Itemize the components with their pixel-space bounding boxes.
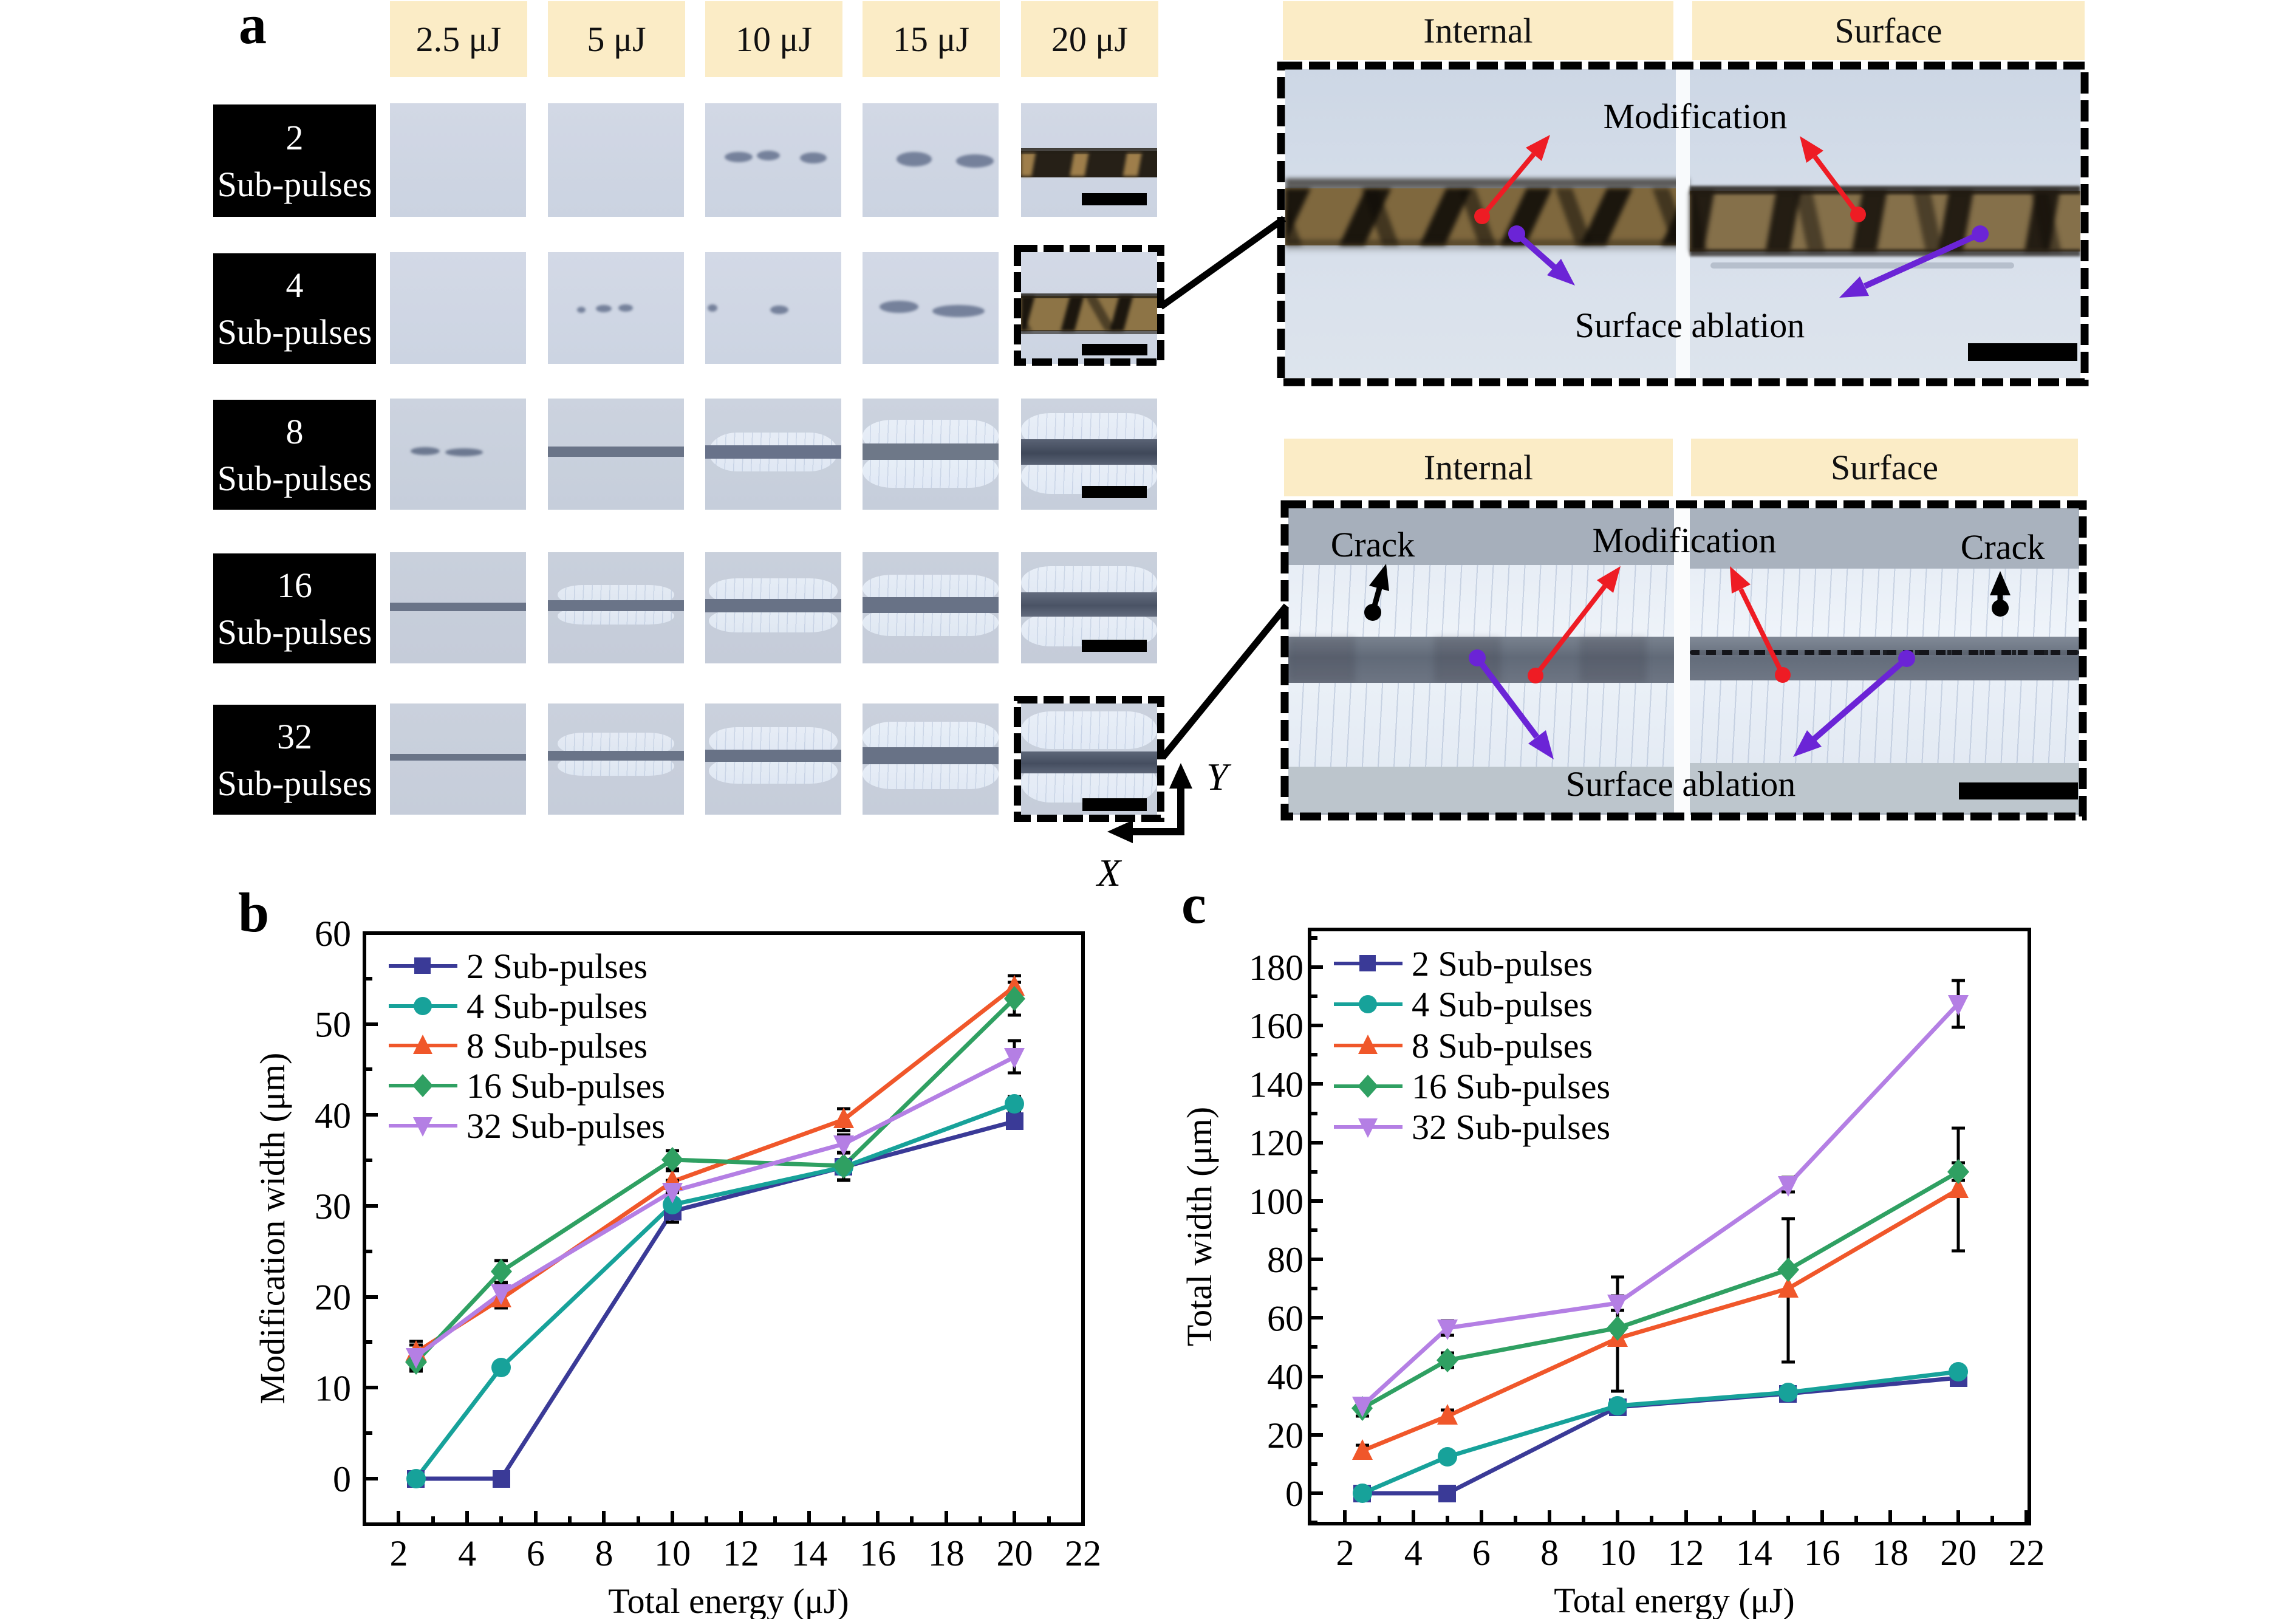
svg-text:40: 40: [315, 1095, 351, 1135]
svg-text:10: 10: [315, 1368, 351, 1408]
svg-text:X: X: [1095, 851, 1122, 894]
svg-text:Crack: Crack: [1331, 525, 1415, 564]
svg-text:14: 14: [1736, 1533, 1772, 1573]
svg-text:50: 50: [315, 1005, 351, 1045]
svg-text:4 Sub-pulses: 4 Sub-pulses: [466, 987, 647, 1026]
svg-text:Surface ablation: Surface ablation: [1566, 764, 1795, 804]
svg-text:2 Sub-pulses: 2 Sub-pulses: [466, 946, 647, 986]
svg-text:10: 10: [1599, 1533, 1636, 1573]
svg-text:18: 18: [1872, 1533, 1908, 1573]
svg-text:20: 20: [1940, 1533, 1977, 1573]
svg-text:0: 0: [1285, 1474, 1303, 1514]
svg-text:20: 20: [315, 1278, 351, 1318]
svg-text:Modification width (μm): Modification width (μm): [253, 1053, 292, 1405]
svg-text:18: 18: [928, 1533, 965, 1573]
svg-text:2: 2: [1336, 1533, 1355, 1573]
svg-text:60: 60: [315, 914, 351, 954]
svg-text:22: 22: [2009, 1533, 2045, 1573]
svg-text:8 Sub-pulses: 8 Sub-pulses: [1412, 1026, 1593, 1066]
svg-text:30: 30: [315, 1186, 351, 1227]
svg-text:32 Sub-pulses: 32 Sub-pulses: [1412, 1107, 1610, 1147]
svg-text:180: 180: [1249, 948, 1303, 988]
svg-text:Total width (μm): Total width (μm): [1180, 1107, 1219, 1346]
svg-text:10: 10: [654, 1533, 691, 1573]
svg-text:6: 6: [1472, 1533, 1491, 1573]
svg-text:12: 12: [723, 1533, 759, 1573]
svg-text:120: 120: [1249, 1123, 1303, 1163]
svg-text:4: 4: [1404, 1533, 1423, 1573]
svg-text:4 Sub-pulses: 4 Sub-pulses: [1412, 985, 1593, 1024]
svg-text:Modification: Modification: [1604, 97, 1788, 136]
svg-text:16: 16: [1804, 1533, 1840, 1573]
svg-text:160: 160: [1249, 1006, 1303, 1046]
svg-text:60: 60: [1267, 1298, 1303, 1338]
svg-text:Modification: Modification: [1593, 521, 1777, 560]
svg-text:40: 40: [1267, 1357, 1303, 1397]
svg-text:16: 16: [859, 1533, 896, 1573]
svg-text:22: 22: [1065, 1533, 1101, 1573]
svg-text:100: 100: [1249, 1182, 1303, 1222]
svg-text:Surface ablation: Surface ablation: [1575, 306, 1805, 345]
svg-text:6: 6: [527, 1533, 545, 1573]
svg-text:16 Sub-pulses: 16 Sub-pulses: [466, 1066, 665, 1106]
svg-text:8 Sub-pulses: 8 Sub-pulses: [466, 1026, 647, 1066]
svg-text:0: 0: [333, 1459, 351, 1499]
svg-text:8: 8: [595, 1533, 613, 1573]
svg-text:140: 140: [1249, 1064, 1303, 1104]
svg-text:12: 12: [1668, 1533, 1704, 1573]
svg-text:Total energy (μJ): Total energy (μJ): [1554, 1581, 1794, 1619]
svg-text:2: 2: [390, 1533, 408, 1573]
svg-text:Total energy (μJ): Total energy (μJ): [608, 1581, 849, 1619]
svg-text:16 Sub-pulses: 16 Sub-pulses: [1412, 1067, 1610, 1106]
svg-text:80: 80: [1267, 1240, 1303, 1280]
svg-text:4: 4: [458, 1533, 476, 1573]
svg-text:2 Sub-pulses: 2 Sub-pulses: [1412, 944, 1593, 984]
svg-text:14: 14: [791, 1533, 827, 1573]
svg-text:8: 8: [1540, 1533, 1559, 1573]
svg-text:20: 20: [1267, 1415, 1303, 1456]
svg-text:Crack: Crack: [1961, 527, 2045, 567]
svg-text:32 Sub-pulses: 32 Sub-pulses: [466, 1106, 665, 1146]
svg-text:Y: Y: [1206, 755, 1232, 798]
svg-text:20: 20: [996, 1533, 1033, 1573]
